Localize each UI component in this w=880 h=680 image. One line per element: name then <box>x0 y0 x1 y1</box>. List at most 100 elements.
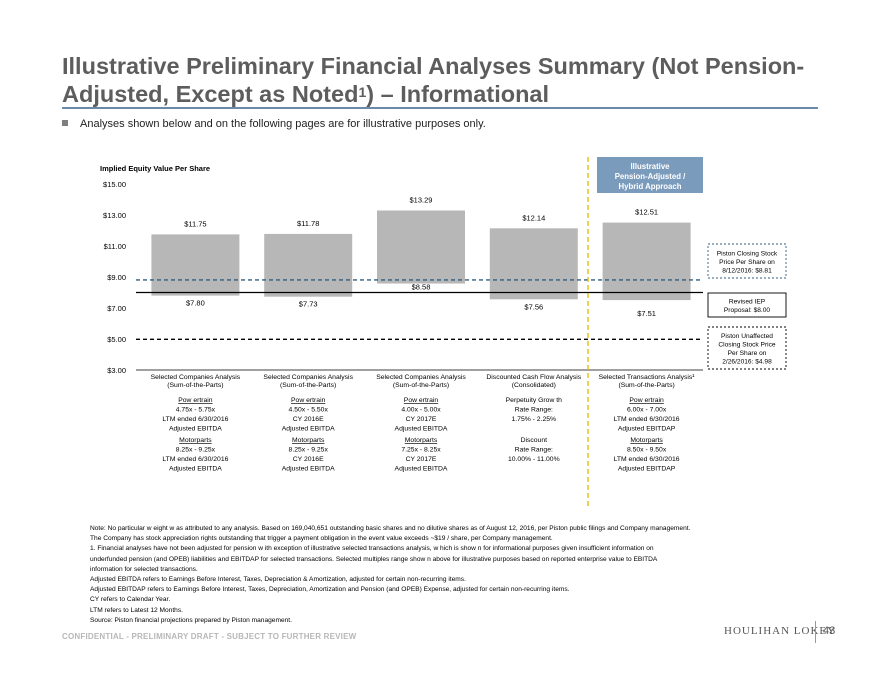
detail-line: LTM ended 6/30/2016 <box>614 416 680 423</box>
detail-title: Discount <box>521 437 548 444</box>
footnote-line: information for selected transactions. <box>90 565 198 573</box>
detail-line: 8.50x - 9.50x <box>627 447 667 454</box>
x-category-label: Selected Companies Analysis <box>263 374 353 381</box>
bar-high-label: $11.75 <box>184 219 206 228</box>
footnote-line: Source: Piston financial projections pre… <box>90 616 292 624</box>
brand-divider <box>815 621 816 643</box>
range-bar <box>602 222 691 301</box>
page-number: 43 <box>823 625 836 637</box>
x-category-label: Selected Companies Analysis <box>376 374 466 381</box>
reference-callout-label: Piston Closing Stock <box>717 250 778 257</box>
detail-title: Motorparts <box>179 437 212 444</box>
detail-line: 10.00% - 11.00% <box>508 456 560 463</box>
footnote-line: The Company has stock appreciation right… <box>90 535 553 543</box>
y-tick-label: $5.00 <box>107 335 126 344</box>
detail-line: 6.00x - 7.00x <box>627 407 667 414</box>
detail-line: Adjusted EBITDA <box>395 426 448 433</box>
reference-callout-label: Piston Unaffected <box>721 333 773 340</box>
detail-line: 4.75x - 5.75x <box>176 407 216 414</box>
y-tick-label: $9.00 <box>107 273 126 282</box>
x-category-label: Discounted Cash Flow Analysis <box>486 374 581 381</box>
bar-high-label: $11.78 <box>297 219 319 228</box>
reference-callout-label: Revised IEP <box>729 299 766 306</box>
footnotes: Note: No particular w eight w as attribu… <box>90 524 790 626</box>
brand-logo: HOULIHAN LOKEY <box>724 625 837 637</box>
bar-low-label: $7.80 <box>186 299 205 308</box>
range-bar <box>489 228 578 300</box>
bar-low-label: $8.58 <box>412 283 431 292</box>
footnote-line: underfunded pension (and OPEB) liabiliti… <box>90 555 658 563</box>
title-line-1: Illustrative Preliminary Financial Analy… <box>62 53 805 79</box>
reference-callout-label: Price Per Share on <box>719 259 775 266</box>
detail-line: Adjusted EBITDA <box>282 426 335 433</box>
detail-line: LTM ended 6/30/2016 <box>162 416 228 423</box>
title-rule <box>62 107 818 109</box>
detail-line: 8.25x - 9.25x <box>289 447 329 454</box>
highlight-box-label: Illustrative <box>631 162 671 171</box>
x-category-sublabel: (Sum-of-the-Parts) <box>618 382 674 389</box>
detail-line: 7.25x - 8.25x <box>401 447 441 454</box>
detail-line: 4.00x - 5.00x <box>401 407 441 414</box>
x-category-label: Selected Companies Analysis <box>151 374 241 381</box>
detail-line: Adjusted EBITDA <box>395 466 448 473</box>
title-tail: ) – Informational <box>366 81 550 107</box>
reference-callout-label: 8/12/2016: $8.81 <box>722 267 772 274</box>
reference-callout-label: Per Share on <box>728 350 767 357</box>
title-line-2: Adjusted, Except as Noted <box>62 81 359 107</box>
detail-line: CY 2016E <box>293 456 324 463</box>
footnote-line: 1. Financial analyses have not been adju… <box>90 545 654 553</box>
x-category-sublabel: (Sum-of-the-Parts) <box>280 382 336 389</box>
detail-line: CY 2017E <box>406 416 437 423</box>
y-tick-label: $15.00 <box>103 180 126 189</box>
highlight-box <box>597 157 703 193</box>
detail-title: Pow ertrain <box>291 397 326 404</box>
detail-title: Motorparts <box>292 437 325 444</box>
detail-title: Pow ertrain <box>629 397 664 404</box>
detail-line: 1.75% - 2.25% <box>512 416 557 423</box>
reference-callout-box <box>707 292 787 318</box>
bar-high-label: $12.51 <box>635 208 658 217</box>
y-axis-label: Implied Equity Value Per Share <box>100 164 210 173</box>
reference-callout-box <box>707 243 787 279</box>
detail-title: Motorparts <box>630 437 663 444</box>
footnote-line: Adjusted EBITDA refers to Earnings Befor… <box>90 576 466 584</box>
confidential-footer: CONFIDENTIAL - PRELIMINARY DRAFT - SUBJE… <box>62 632 357 641</box>
bar-low-label: $7.56 <box>524 302 543 311</box>
detail-line: 4.50x - 5.50x <box>289 407 329 414</box>
detail-title: Pow ertrain <box>404 397 439 404</box>
y-tick-label: $7.00 <box>107 304 126 313</box>
reference-callout-label: Closing Stock Price <box>718 342 776 349</box>
detail-line: 8.25x - 9.25x <box>176 447 216 454</box>
detail-line: Adjusted EBITDAP <box>618 466 676 473</box>
detail-title: Pow ertrain <box>178 397 213 404</box>
detail-line: Adjusted EBITDAP <box>618 426 676 433</box>
page-title: Illustrative Preliminary Financial Analy… <box>62 52 822 108</box>
intro-bullet-text: Analyses shown below and on the followin… <box>80 118 486 130</box>
detail-title: Motorparts <box>405 437 438 444</box>
detail-title: Perpetuity Grow th <box>506 397 563 404</box>
detail-line: Adjusted EBITDA <box>169 426 222 433</box>
title-footnote-marker: 1 <box>358 84 367 100</box>
footnote-line: CY refers to Calendar Year. <box>90 596 171 604</box>
footnote-line: Adjusted EBITDAP refers to Earnings Befo… <box>90 586 570 594</box>
range-bar <box>377 210 465 284</box>
detail-line: LTM ended 6/30/2016 <box>162 456 228 463</box>
detail-line: Rate Range: <box>515 447 553 454</box>
bar-low-label: $7.51 <box>637 309 656 318</box>
highlight-box-label: Hybrid Approach <box>619 182 682 191</box>
footnote-line: LTM refers to Latest 12 Months. <box>90 606 183 614</box>
reference-callout-box <box>707 326 787 370</box>
y-tick-label: $3.00 <box>107 366 126 375</box>
detail-line: CY 2016E <box>293 416 324 423</box>
reference-callout-label: 2/26/2016: $4.98 <box>722 359 772 366</box>
x-category-sublabel: (Consolidated) <box>512 382 556 389</box>
x-category-sublabel: (Sum-of-the-Parts) <box>167 382 223 389</box>
y-tick-label: $11.00 <box>104 242 126 251</box>
bar-high-label: $12.14 <box>522 213 545 222</box>
intro-bullet: Analyses shown below and on the followin… <box>62 118 486 130</box>
range-bar <box>151 234 240 296</box>
y-tick-label: $13.00 <box>103 211 126 220</box>
bar-low-label: $7.73 <box>299 300 318 309</box>
range-bar <box>264 233 353 297</box>
x-category-sublabel: (Sum-of-the-Parts) <box>393 382 449 389</box>
